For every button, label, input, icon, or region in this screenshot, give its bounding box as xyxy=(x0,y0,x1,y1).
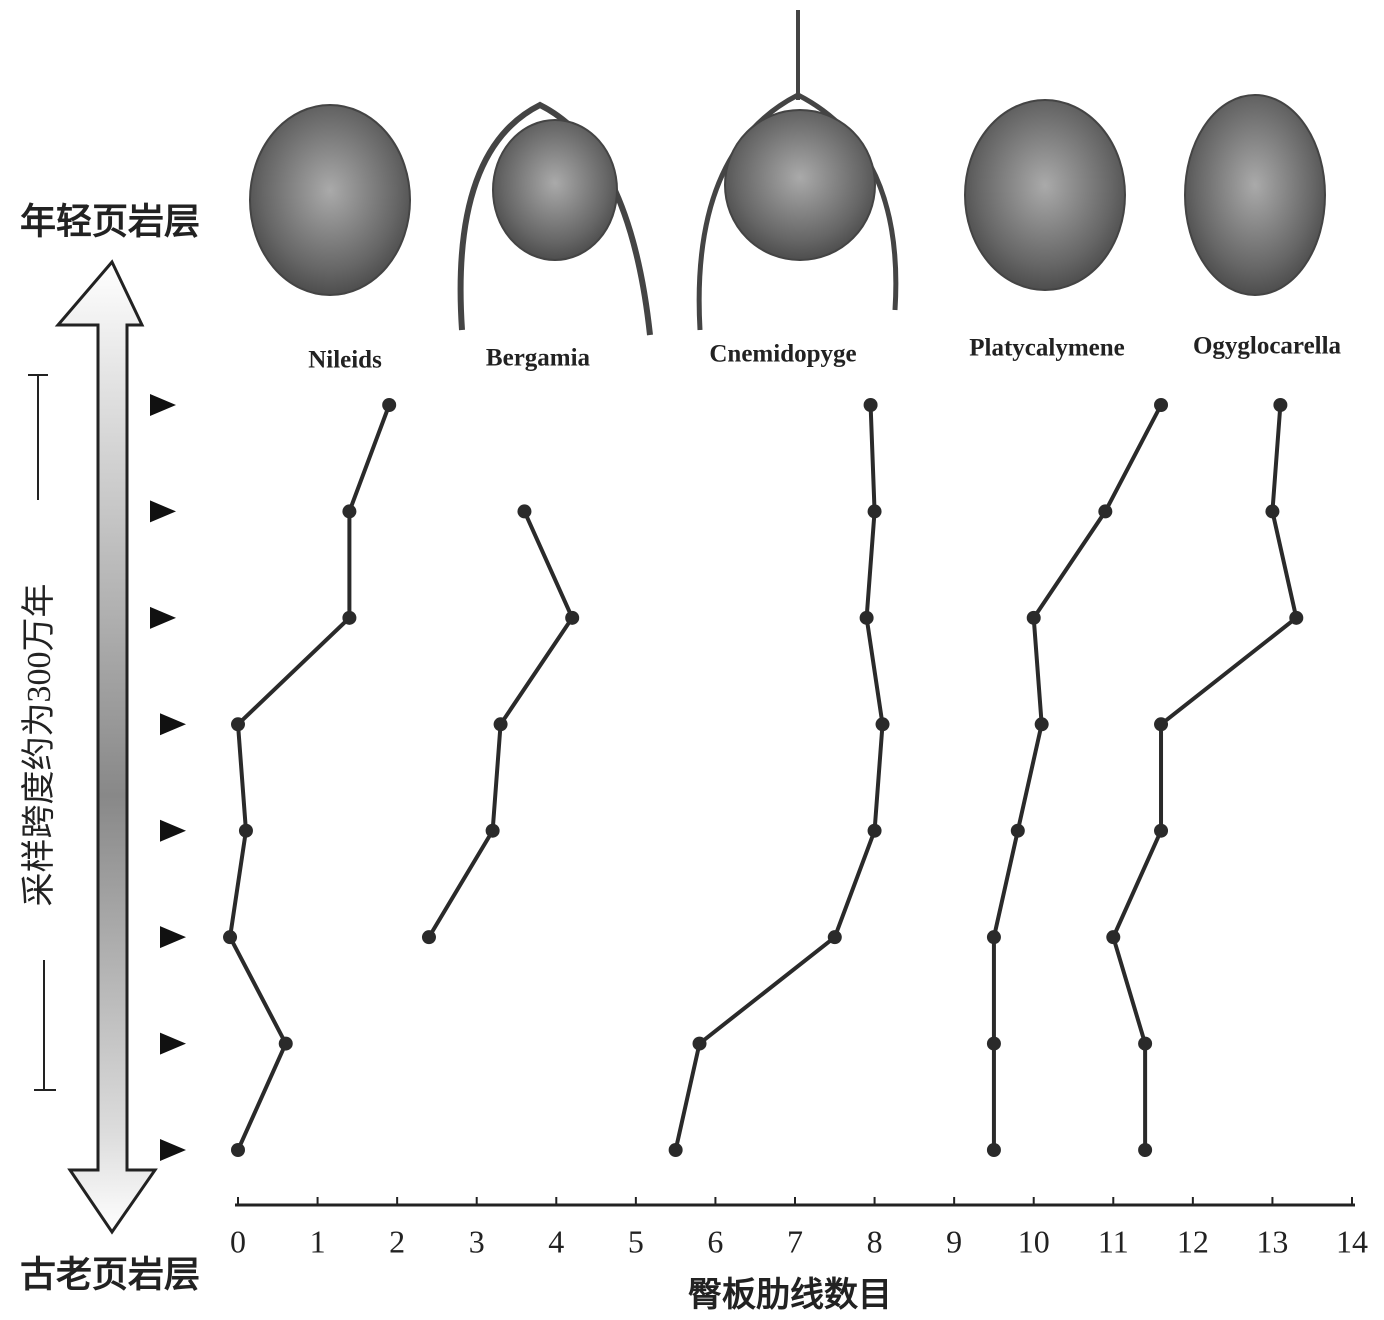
data-point xyxy=(1035,717,1049,731)
data-point xyxy=(987,1143,1001,1157)
series-label: Platycalymene xyxy=(969,335,1125,362)
series-line xyxy=(230,405,389,1150)
data-point xyxy=(231,1143,245,1157)
data-point xyxy=(422,930,436,944)
chart: 年轻页岩层 古老页岩层 采样跨度约为300万年 臀板肋线数目 012345678… xyxy=(0,0,1384,1320)
data-point xyxy=(1138,1143,1152,1157)
data-point xyxy=(868,824,882,838)
data-point xyxy=(1154,717,1168,731)
data-point xyxy=(494,717,508,731)
data-point xyxy=(1154,398,1168,412)
level-marker xyxy=(160,926,186,948)
data-point xyxy=(382,398,396,412)
data-point xyxy=(693,1037,707,1051)
level-marker xyxy=(160,1033,186,1055)
data-point xyxy=(231,717,245,731)
x-tick-label: 7 xyxy=(787,1223,803,1259)
data-point xyxy=(486,824,500,838)
level-marker xyxy=(160,1139,186,1161)
data-point xyxy=(1273,398,1287,412)
data-point xyxy=(279,1037,293,1051)
x-tick-label: 2 xyxy=(389,1223,405,1259)
x-tick-label: 1 xyxy=(310,1223,326,1259)
series-line xyxy=(676,405,883,1150)
series-label: Nileids xyxy=(308,347,382,374)
data-point xyxy=(517,504,531,518)
data-point xyxy=(868,504,882,518)
level-marker xyxy=(150,394,176,416)
x-tick-label: 13 xyxy=(1256,1223,1288,1259)
x-tick-label: 12 xyxy=(1177,1223,1209,1259)
x-tick-label: 8 xyxy=(867,1223,883,1259)
data-point xyxy=(669,1143,683,1157)
x-tick-label: 9 xyxy=(946,1223,962,1259)
level-marker xyxy=(150,607,176,629)
data-point xyxy=(987,930,1001,944)
data-point xyxy=(1027,611,1041,625)
x-tick-label: 10 xyxy=(1018,1223,1050,1259)
fossil-images xyxy=(250,10,1325,335)
data-point xyxy=(1011,824,1025,838)
data-point xyxy=(1138,1037,1152,1051)
x-axis-label: 臀板肋线数目 xyxy=(688,1276,892,1314)
x-tick-label: 0 xyxy=(230,1223,246,1259)
data-point xyxy=(860,611,874,625)
data-point xyxy=(987,1037,1001,1051)
bottom-label: 古老页岩层 xyxy=(20,1254,200,1294)
data-point xyxy=(864,398,878,412)
x-tick-label: 14 xyxy=(1336,1223,1368,1259)
data-point xyxy=(1106,930,1120,944)
x-tick-label: 6 xyxy=(707,1223,723,1259)
data-point xyxy=(239,824,253,838)
data-point xyxy=(342,611,356,625)
data-point xyxy=(1265,504,1279,518)
data-point xyxy=(1098,504,1112,518)
span-label: 采样跨度约为300万年 xyxy=(20,584,58,907)
time-arrow xyxy=(58,262,155,1232)
data-point xyxy=(1154,824,1168,838)
series-line xyxy=(994,405,1161,1150)
series-label: Cnemidopyge xyxy=(709,341,856,368)
x-tick-label: 3 xyxy=(469,1223,485,1259)
level-marker xyxy=(160,713,186,735)
data-point xyxy=(828,930,842,944)
series-label: Bergamia xyxy=(486,345,591,372)
level-marker xyxy=(160,820,186,842)
data-point xyxy=(876,717,890,731)
data-point xyxy=(1289,611,1303,625)
x-tick-label: 5 xyxy=(628,1223,644,1259)
x-tick-label: 11 xyxy=(1098,1223,1129,1259)
data-point xyxy=(565,611,579,625)
series-label: Ogyglocarella xyxy=(1193,333,1342,360)
data-point xyxy=(342,504,356,518)
data-point xyxy=(223,930,237,944)
top-label: 年轻页岩层 xyxy=(20,201,200,241)
x-tick-label: 4 xyxy=(548,1223,564,1259)
level-marker xyxy=(150,500,176,522)
